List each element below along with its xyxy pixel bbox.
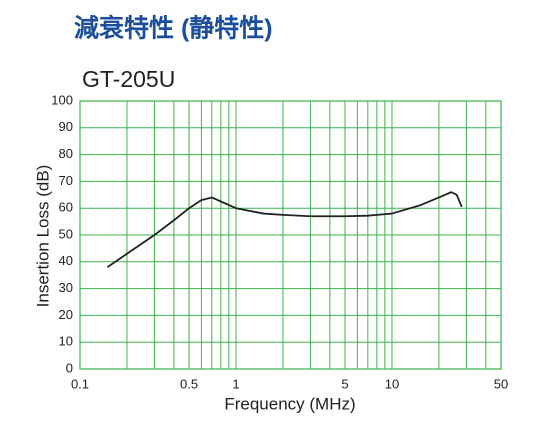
y-tick-label: 40: [59, 253, 73, 268]
y-tick-label: 50: [59, 226, 73, 241]
y-tick-label: 0: [66, 360, 73, 375]
x-tick-label: 50: [494, 376, 508, 391]
y-tick-label: 10: [59, 334, 73, 349]
y-tick-label: 80: [59, 146, 73, 161]
y-tick-label: 30: [59, 280, 73, 295]
chart-title: 減衰特性 (静特性): [74, 14, 273, 43]
plot-frame: [79, 100, 502, 370]
y-axis-label: Insertion Loss (dB): [33, 165, 52, 308]
y-tick-label: 60: [59, 200, 73, 215]
x-tick-label: 0.5: [180, 376, 198, 391]
y-tick-label: 70: [59, 173, 73, 188]
chart-subtitle: GT-205U: [82, 66, 175, 92]
line-series: [106, 191, 463, 268]
y-tick-label: 90: [59, 119, 73, 134]
x-axis-label: Frequency (MHz): [224, 394, 355, 413]
y-tick-label: 100: [51, 92, 73, 107]
x-tick-label: 0.1: [71, 376, 89, 391]
y-tick-label: 20: [59, 307, 73, 322]
x-tick-label: 5: [341, 376, 348, 391]
x-tick-label: 10: [385, 376, 399, 391]
x-tick-label: 1: [232, 376, 239, 391]
